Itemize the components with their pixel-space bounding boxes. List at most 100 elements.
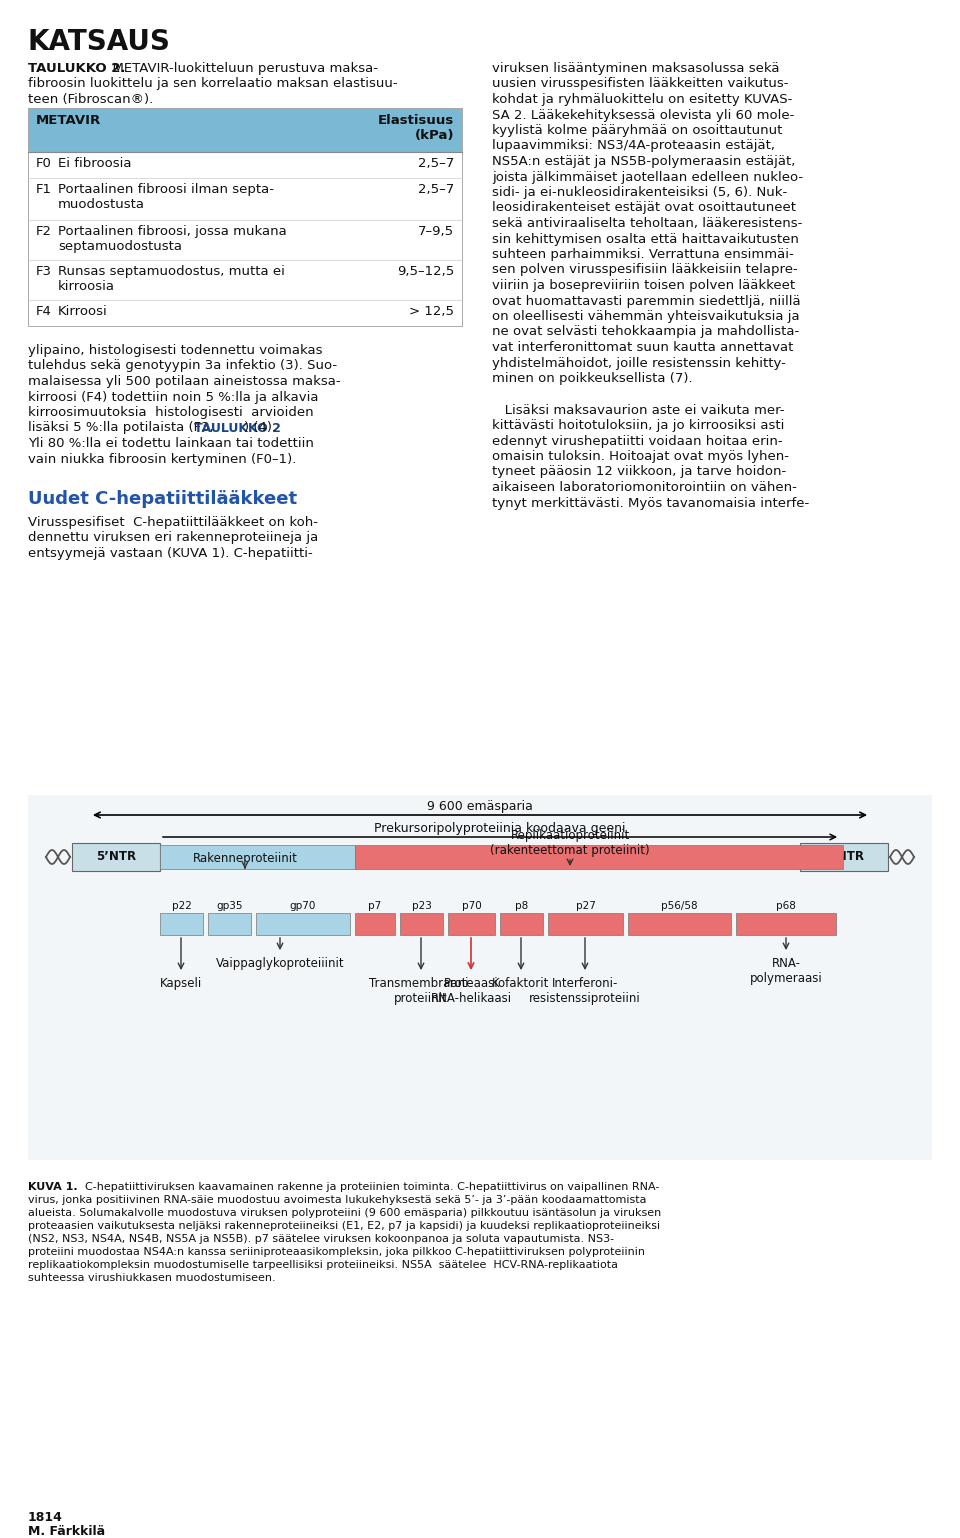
Text: kirroosi (F4) todettiin noin 5 %:lla ja alkavia: kirroosi (F4) todettiin noin 5 %:lla ja …	[28, 391, 319, 403]
Text: ne ovat selvästi tehokkaampia ja mahdollista-: ne ovat selvästi tehokkaampia ja mahdoll…	[492, 326, 800, 338]
Text: p56/58: p56/58	[661, 901, 698, 910]
Text: minen on poikkeuksellista (7).: minen on poikkeuksellista (7).	[492, 372, 692, 384]
FancyBboxPatch shape	[736, 914, 836, 935]
Text: alueista. Solumakalvolle muodostuva viruksen polyproteiini (9 600 emäsparia) pil: alueista. Solumakalvolle muodostuva viru…	[28, 1207, 661, 1218]
Text: METAVIR-luokitteluun perustuva maksa-: METAVIR-luokitteluun perustuva maksa-	[104, 62, 378, 75]
Text: M. Färkkilä: M. Färkkilä	[28, 1526, 106, 1538]
FancyBboxPatch shape	[355, 844, 843, 869]
Text: Proteaasi
RNA-helikaasi: Proteaasi RNA-helikaasi	[430, 977, 512, 1004]
Text: Prekursoripolyproteiinia koodaava geeni: Prekursoripolyproteiinia koodaava geeni	[374, 821, 626, 835]
Text: gp35: gp35	[216, 901, 243, 910]
Text: Runsas septamuodostus, mutta ei
kirroosia: Runsas septamuodostus, mutta ei kirroosi…	[58, 265, 285, 294]
Text: 2,5–7: 2,5–7	[418, 157, 454, 171]
Text: NS3: NS3	[460, 920, 483, 929]
Text: KATSAUS: KATSAUS	[28, 28, 171, 55]
FancyBboxPatch shape	[28, 108, 462, 152]
Text: 5’NTR: 5’NTR	[96, 851, 136, 863]
FancyBboxPatch shape	[400, 914, 443, 935]
Text: NS4A: NS4A	[506, 920, 538, 929]
Text: 9 600 emäsparia: 9 600 emäsparia	[427, 800, 533, 814]
Text: lisäksi 5 %:lla potilaista (F3,: lisäksi 5 %:lla potilaista (F3,	[28, 421, 218, 435]
Text: NS5A:n estäjät ja NS5B-polymeraasin estäjät,: NS5A:n estäjät ja NS5B-polymeraasin estä…	[492, 155, 796, 168]
Text: ylipaino, histologisesti todennettu voimakas: ylipaino, histologisesti todennettu voim…	[28, 345, 323, 357]
FancyBboxPatch shape	[500, 914, 543, 935]
Text: E2: E2	[296, 920, 310, 929]
Text: malaisessa yli 500 potilaan aineistossa maksa-: malaisessa yli 500 potilaan aineistossa …	[28, 375, 341, 388]
Text: Transmembraani-
proteiinit: Transmembraani- proteiinit	[369, 977, 473, 1004]
Text: 2,5–7: 2,5–7	[418, 183, 454, 195]
Text: uusien virusspesifisten lääkkeitten vaikutus-: uusien virusspesifisten lääkkeitten vaik…	[492, 77, 788, 91]
Text: Portaalinen fibroosi ilman septa-
muodostusta: Portaalinen fibroosi ilman septa- muodos…	[58, 183, 274, 211]
Text: C-hepatiittiviruksen kaavamainen rakenne ja proteiinien toiminta. C-hepatiittivi: C-hepatiittiviruksen kaavamainen rakenne…	[78, 1183, 660, 1192]
Text: suhteessa virushiukkasen muodostumiseen.: suhteessa virushiukkasen muodostumiseen.	[28, 1273, 276, 1283]
Text: kirroosimuutoksia  histologisesti  arvioiden: kirroosimuutoksia histologisesti arvioid…	[28, 406, 314, 418]
Text: viiriin ja bosepreviiriin toisen polven lääkkeet: viiriin ja bosepreviiriin toisen polven …	[492, 278, 795, 292]
Text: NS4B: NS4B	[569, 920, 601, 929]
Text: omaisin tuloksin. Hoitoajat ovat myös lyhen-: omaisin tuloksin. Hoitoajat ovat myös ly…	[492, 451, 789, 463]
Text: yhdistelmähoidot, joille resistenssin kehitty-: yhdistelmähoidot, joille resistenssin ke…	[492, 357, 786, 369]
Text: teen (Fibroscan®).: teen (Fibroscan®).	[28, 92, 154, 106]
Text: leosidirakenteiset estäjät ovat osoittautuneet: leosidirakenteiset estäjät ovat osoittau…	[492, 201, 796, 214]
Text: vat interferonittomat suun kautta annettavat: vat interferonittomat suun kautta annett…	[492, 341, 793, 354]
Text: F2: F2	[36, 225, 52, 238]
Text: on oleellisesti vähemmän yhteisvaikutuksia ja: on oleellisesti vähemmän yhteisvaikutuks…	[492, 311, 800, 323]
FancyBboxPatch shape	[355, 914, 395, 935]
Text: Elastisuus
(kPa): Elastisuus (kPa)	[377, 114, 454, 141]
Text: p70: p70	[462, 901, 481, 910]
Text: viruksen lisääntyminen maksasolussa sekä: viruksen lisääntyminen maksasolussa sekä	[492, 62, 780, 75]
FancyBboxPatch shape	[800, 843, 888, 871]
FancyBboxPatch shape	[448, 914, 495, 935]
Text: Ei fibroosia: Ei fibroosia	[58, 157, 132, 171]
Text: joista jälkimmäiset jaotellaan edelleen nukleo-: joista jälkimmäiset jaotellaan edelleen …	[492, 171, 804, 183]
Text: entsyymejä vastaan (KUVA 1). C-hepatiitti-: entsyymejä vastaan (KUVA 1). C-hepatiitt…	[28, 548, 313, 560]
Text: NS1: NS1	[363, 920, 387, 929]
Text: ovat huomattavasti paremmin siedettljä, niillä: ovat huomattavasti paremmin siedettljä, …	[492, 294, 801, 308]
Text: Rakenneproteiinit: Rakenneproteiinit	[193, 852, 298, 864]
Text: tynyt merkittävästi. Myös tavanomaisia interfe-: tynyt merkittävästi. Myös tavanomaisia i…	[492, 497, 809, 509]
Text: p27: p27	[576, 901, 595, 910]
Text: p8: p8	[515, 901, 528, 910]
Text: dennettu viruksen eri rakenneproteiineja ja: dennettu viruksen eri rakenneproteiineja…	[28, 532, 319, 544]
Text: RNA-
polymeraasi: RNA- polymeraasi	[750, 957, 823, 984]
Text: proteiini muodostaa NS4A:n kanssa seriiniproteaasikompleksin, joka pilkkoo C-hep: proteiini muodostaa NS4A:n kanssa seriin…	[28, 1247, 645, 1257]
Text: Vaippaglykoproteiiinit: Vaippaglykoproteiiinit	[216, 957, 345, 970]
Text: gp70: gp70	[290, 901, 316, 910]
Text: p68: p68	[776, 901, 796, 910]
Text: sen polven virusspesifisiin lääkkeisiin telapre-: sen polven virusspesifisiin lääkkeisiin …	[492, 263, 798, 277]
Text: TAULUKKO 2: TAULUKKO 2	[194, 421, 280, 435]
Text: sekä antiviraaliselta teholtaan, lääkeresistens-: sekä antiviraaliselta teholtaan, lääkere…	[492, 217, 803, 231]
FancyBboxPatch shape	[160, 844, 355, 869]
Text: 1814: 1814	[28, 1510, 62, 1524]
FancyBboxPatch shape	[628, 914, 731, 935]
Text: p23: p23	[412, 901, 431, 910]
Text: Portaalinen fibroosi, jossa mukana
septamuodostusta: Portaalinen fibroosi, jossa mukana septa…	[58, 225, 287, 252]
Text: virus, jonka positiivinen RNA-säie muodostuu avoimesta lukukehyksestä sekä 5’- j: virus, jonka positiivinen RNA-säie muodo…	[28, 1195, 646, 1204]
Text: C: C	[178, 920, 185, 929]
Text: Kapseli: Kapseli	[160, 977, 203, 990]
Text: replikaatiokompleksin muodostumiselle tarpeellisiksi proteiineiksi. NS5A  säätel: replikaatiokompleksin muodostumiselle ta…	[28, 1260, 618, 1270]
Text: suhteen parhaimmiksi. Verrattuna ensimmäi-: suhteen parhaimmiksi. Verrattuna ensimmä…	[492, 248, 794, 261]
Text: edennyt virushepatiitti voidaan hoitaa erin-: edennyt virushepatiitti voidaan hoitaa e…	[492, 435, 782, 448]
FancyBboxPatch shape	[256, 914, 350, 935]
Text: kohdat ja ryhmäluokittelu on esitetty KUVAS-: kohdat ja ryhmäluokittelu on esitetty KU…	[492, 92, 792, 106]
Text: Uudet C-hepatiittilääkkeet: Uudet C-hepatiittilääkkeet	[28, 491, 298, 508]
Text: METAVIR: METAVIR	[36, 114, 101, 128]
FancyBboxPatch shape	[160, 914, 203, 935]
Text: Kofaktorit: Kofaktorit	[492, 977, 550, 990]
Text: > 12,5: > 12,5	[409, 305, 454, 318]
FancyBboxPatch shape	[548, 914, 623, 935]
Text: F4: F4	[36, 305, 52, 318]
Text: 3’NTR: 3’NTR	[824, 851, 864, 863]
Text: NS2: NS2	[410, 920, 433, 929]
Text: sin kehittymisen osalta että haittavaikutusten: sin kehittymisen osalta että haittavaiku…	[492, 232, 799, 246]
Text: E1: E1	[223, 920, 237, 929]
Text: F1: F1	[36, 183, 52, 195]
Text: TAULUKKO 2.: TAULUKKO 2.	[28, 62, 126, 75]
FancyBboxPatch shape	[28, 795, 932, 1160]
Text: F0: F0	[36, 157, 52, 171]
Text: NS5B: NS5B	[770, 920, 802, 929]
Text: (NS2, NS3, NS4A, NS4B, NS5A ja NS5B). p7 säätelee viruksen kokoonpanoa ja soluta: (NS2, NS3, NS4A, NS4B, NS5A ja NS5B). p7…	[28, 1233, 614, 1244]
Text: kittävästi hoitotuloksiin, ja jo kirroosiksi asti: kittävästi hoitotuloksiin, ja jo kirroos…	[492, 418, 784, 432]
Text: tyneet pääosin 12 viikkoon, ja tarve hoidon-: tyneet pääosin 12 viikkoon, ja tarve hoi…	[492, 466, 786, 478]
Text: Virusspesifiset  C-hepatiittilääkkeet on koh-: Virusspesifiset C-hepatiittilääkkeet on …	[28, 517, 318, 529]
